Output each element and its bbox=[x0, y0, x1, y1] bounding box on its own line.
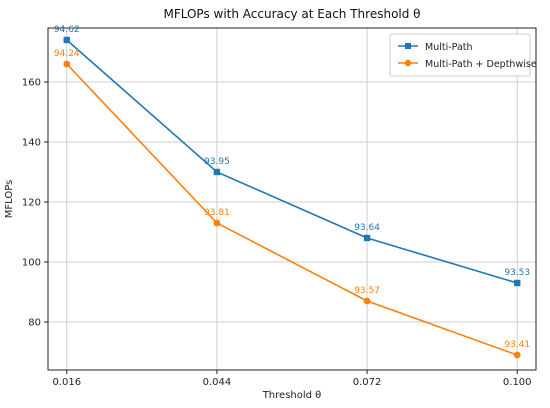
data-point bbox=[363, 234, 371, 242]
y-tick-label: 100 bbox=[22, 258, 41, 269]
data-label: 93.41 bbox=[504, 340, 530, 350]
chart-title: MFLOPs with Accuracy at Each Threshold θ bbox=[163, 7, 420, 21]
x-axis: 0.016 0.044 0.072 0.100 bbox=[52, 370, 532, 388]
series-line-1 bbox=[66, 63, 518, 356]
legend-marker-multi-path bbox=[405, 43, 411, 49]
data-label: 93.95 bbox=[204, 157, 230, 167]
grid bbox=[48, 28, 536, 370]
data-point bbox=[363, 297, 371, 305]
y-tick-label: 80 bbox=[28, 318, 41, 329]
x-tick-label: 0.100 bbox=[503, 377, 532, 388]
data-label: 93.64 bbox=[354, 223, 380, 233]
data-point bbox=[63, 60, 71, 68]
legend-marker-depthwise bbox=[404, 59, 412, 67]
x-tick-label: 0.072 bbox=[353, 377, 382, 388]
data-point bbox=[213, 219, 221, 227]
data-point bbox=[513, 351, 521, 359]
data-point bbox=[63, 36, 70, 44]
series-layer: 94.62 93.95 93.64 93.53 94.24 93.81 93.57 93.41 bbox=[54, 25, 530, 359]
legend: Multi-Path Multi-Path + Depthwise bbox=[389, 33, 537, 77]
data-point bbox=[213, 168, 221, 176]
x-tick-label: 0.016 bbox=[52, 377, 81, 388]
data-label: 93.57 bbox=[354, 286, 380, 296]
y-axis-label: MFLOPs bbox=[4, 180, 15, 219]
legend-label-multi-path: Multi-Path bbox=[425, 42, 473, 53]
x-tick-label: 0.044 bbox=[203, 377, 232, 388]
data-label: 94.62 bbox=[54, 25, 80, 35]
y-tick-label: 120 bbox=[22, 198, 41, 209]
data-label: 93.53 bbox=[504, 268, 530, 278]
legend-box bbox=[389, 33, 531, 77]
x-axis-label: Threshold θ bbox=[262, 390, 322, 401]
y-tick-label: 160 bbox=[22, 78, 41, 89]
data-label: 94.24 bbox=[54, 49, 80, 59]
series-line-0 bbox=[66, 39, 518, 284]
plot-frame bbox=[47, 27, 537, 371]
y-axis: 80 100 120 140 160 bbox=[22, 78, 48, 329]
y-tick-label: 140 bbox=[22, 138, 41, 149]
legend-label-depthwise: Multi-Path + Depthwise bbox=[425, 59, 537, 70]
data-label: 93.81 bbox=[204, 208, 230, 218]
data-point bbox=[514, 279, 521, 287]
